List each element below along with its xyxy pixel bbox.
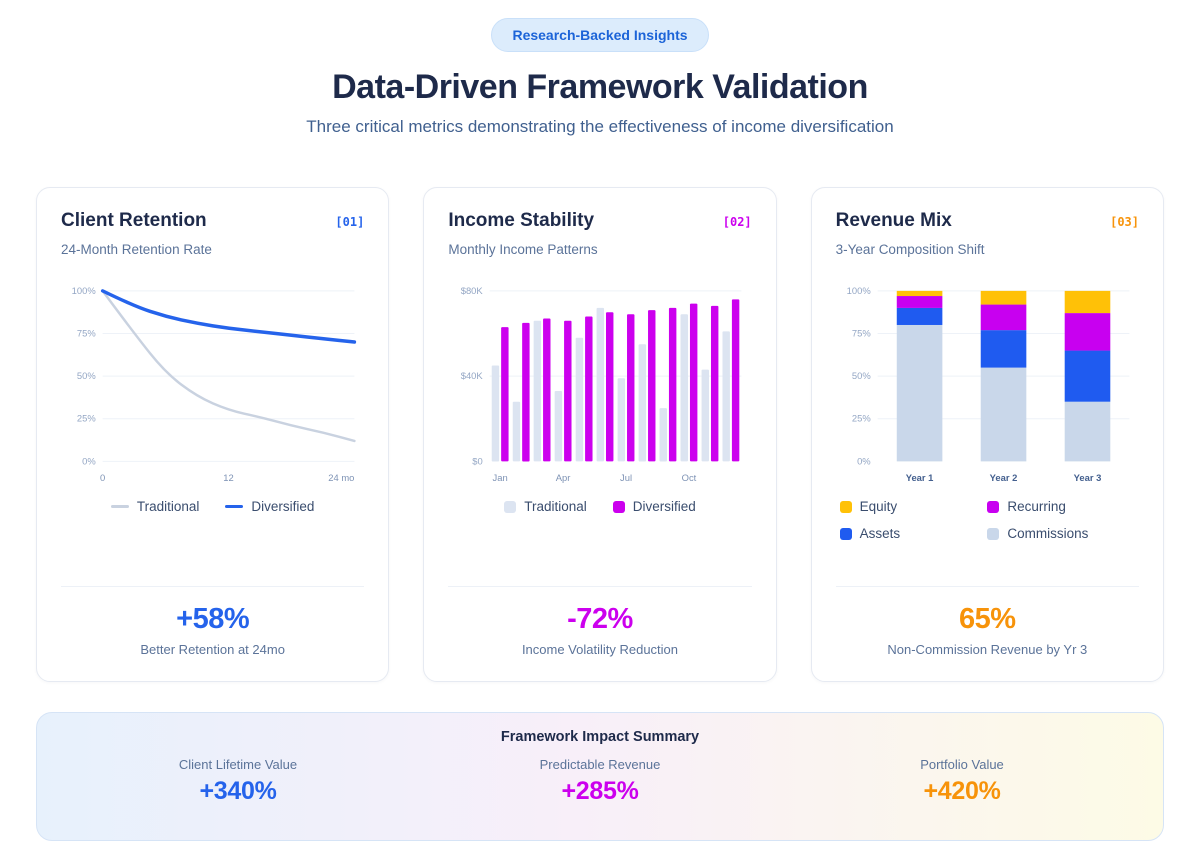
diversified-swatch bbox=[612, 500, 625, 513]
legend-label: Assets bbox=[859, 526, 901, 542]
card-index-tag: [03] bbox=[1110, 215, 1139, 229]
stat-label: Income Volatility Reduction bbox=[521, 642, 679, 657]
legend-item: Traditional bbox=[110, 499, 200, 515]
legend-label: Traditional bbox=[524, 499, 587, 515]
summary-metric-revenue: Predictable Revenue +285% bbox=[419, 757, 781, 806]
svg-text:100%: 100% bbox=[846, 285, 871, 296]
legend-item: Equity bbox=[839, 499, 988, 515]
svg-text:$80K: $80K bbox=[461, 285, 484, 296]
framework-impact-summary: Framework Impact Summary Client Lifetime… bbox=[36, 712, 1164, 841]
card-title: Revenue Mix bbox=[835, 210, 952, 231]
traditional-swatch bbox=[504, 500, 517, 513]
hero-header: Research-Backed Insights Data-Driven Fra… bbox=[36, 18, 1164, 137]
svg-text:Year 3: Year 3 bbox=[1073, 472, 1101, 483]
insights-badge: Research-Backed Insights bbox=[491, 18, 709, 52]
summary-metrics: Client Lifetime Value +340% Predictable … bbox=[57, 757, 1143, 806]
assets-swatch bbox=[839, 527, 852, 540]
svg-text:Jan: Jan bbox=[493, 472, 508, 483]
metric-label: Client Lifetime Value bbox=[178, 757, 298, 772]
svg-text:50%: 50% bbox=[77, 370, 96, 381]
metric-label: Predictable Revenue bbox=[539, 757, 661, 772]
card-subtitle: 24-Month Retention Rate bbox=[61, 242, 212, 257]
card-title: Income Stability bbox=[448, 210, 595, 231]
svg-text:Year 1: Year 1 bbox=[905, 472, 933, 483]
svg-text:100%: 100% bbox=[72, 285, 97, 296]
revenue-stacked-chart: 100% 75% 50% 25% 0% Year 1 Year 2 Year 3 bbox=[836, 277, 1139, 489]
stat-value: +58% bbox=[176, 603, 250, 635]
page-subtitle: Three critical metrics demonstrating the… bbox=[306, 117, 894, 136]
card-index-tag: [01] bbox=[335, 215, 365, 229]
svg-text:Apr: Apr bbox=[556, 472, 571, 483]
stat-label: Non-Commission Revenue by Yr 3 bbox=[887, 642, 1088, 657]
svg-text:$40K: $40K bbox=[461, 370, 484, 381]
svg-text:0%: 0% bbox=[857, 455, 871, 466]
legend-item: Commissions bbox=[987, 526, 1135, 541]
svg-text:Jul: Jul bbox=[620, 472, 632, 483]
legend-item: Assets bbox=[839, 526, 988, 542]
svg-text:Oct: Oct bbox=[682, 472, 697, 483]
card-header: Income Stability [02] bbox=[448, 210, 751, 232]
diversified-line-swatch bbox=[225, 505, 244, 509]
legend-label: Recurring bbox=[1007, 499, 1066, 515]
equity-swatch bbox=[839, 500, 852, 513]
svg-text:75%: 75% bbox=[852, 327, 871, 338]
svg-text:0%: 0% bbox=[82, 455, 96, 466]
metric-cards-row: Client Retention [01] 24-Month Retention… bbox=[36, 187, 1164, 682]
card-subtitle: Monthly Income Patterns bbox=[448, 242, 598, 257]
summary-title: Framework Impact Summary bbox=[500, 729, 700, 745]
metric-value: +285% bbox=[561, 777, 639, 805]
card-index-tag: [02] bbox=[722, 215, 752, 229]
svg-text:$0: $0 bbox=[473, 455, 483, 466]
svg-text:25%: 25% bbox=[852, 413, 871, 424]
card-header: Revenue Mix [03] bbox=[836, 210, 1139, 232]
stat-label: Better Retention at 24mo bbox=[140, 642, 285, 657]
stat-block: -72% Income Volatility Reduction bbox=[448, 586, 752, 657]
stat-block: 65% Non-Commission Revenue by Yr 3 bbox=[835, 586, 1139, 657]
traditional-line-swatch bbox=[110, 505, 129, 509]
revenue-legend: Equity Recurring Assets Commissions bbox=[836, 499, 1139, 541]
stat-value: 65% bbox=[959, 603, 1016, 635]
metric-value: +420% bbox=[923, 777, 1001, 805]
svg-text:0: 0 bbox=[100, 472, 105, 483]
summary-metric-clv: Client Lifetime Value +340% bbox=[57, 757, 419, 806]
commissions-swatch bbox=[987, 527, 1000, 540]
legend-label: Equity bbox=[859, 499, 898, 515]
recurring-swatch bbox=[987, 500, 1000, 513]
income-legend: Traditional Diversified bbox=[448, 499, 751, 514]
legend-label: Diversified bbox=[251, 499, 315, 515]
card-subtitle: 3-Year Composition Shift bbox=[835, 242, 985, 257]
card-revenue-mix: Revenue Mix [03] 3-Year Composition Shif… bbox=[810, 187, 1164, 682]
legend-item: Diversified bbox=[225, 499, 314, 514]
svg-text:12: 12 bbox=[223, 472, 233, 483]
svg-text:50%: 50% bbox=[852, 370, 871, 381]
card-header: Client Retention [01] bbox=[61, 210, 364, 232]
legend-label: Commissions bbox=[1007, 526, 1089, 542]
retention-line-chart: 100% 75% 50% 25% 0% 0 12 24 mo bbox=[61, 277, 364, 489]
svg-text:75%: 75% bbox=[77, 327, 96, 338]
summary-metric-portfolio: Portfolio Value +420% bbox=[781, 757, 1143, 806]
legend-label: Diversified bbox=[632, 499, 696, 515]
legend-label: Traditional bbox=[136, 499, 200, 515]
legend-item: Diversified bbox=[612, 499, 696, 515]
retention-legend: Traditional Diversified bbox=[61, 499, 364, 514]
svg-text:25%: 25% bbox=[77, 413, 96, 424]
legend-item: Recurring bbox=[987, 499, 1135, 514]
stat-block: +58% Better Retention at 24mo bbox=[61, 586, 365, 657]
page-title: Data-Driven Framework Validation bbox=[332, 68, 868, 106]
card-title: Client Retention bbox=[61, 210, 207, 231]
svg-text:24 mo: 24 mo bbox=[328, 472, 354, 483]
svg-text:Year 2: Year 2 bbox=[989, 472, 1017, 483]
legend-item: Traditional bbox=[504, 499, 587, 514]
metric-label: Portfolio Value bbox=[920, 757, 1004, 772]
income-bar-chart: $80K $40K $0 Jan Apr Jul Oct bbox=[448, 277, 751, 489]
card-income-stability: Income Stability [02] Monthly Income Pat… bbox=[423, 187, 777, 682]
card-client-retention: Client Retention [01] 24-Month Retention… bbox=[36, 187, 390, 682]
metric-value: +340% bbox=[199, 777, 277, 805]
stat-value: -72% bbox=[567, 603, 633, 635]
